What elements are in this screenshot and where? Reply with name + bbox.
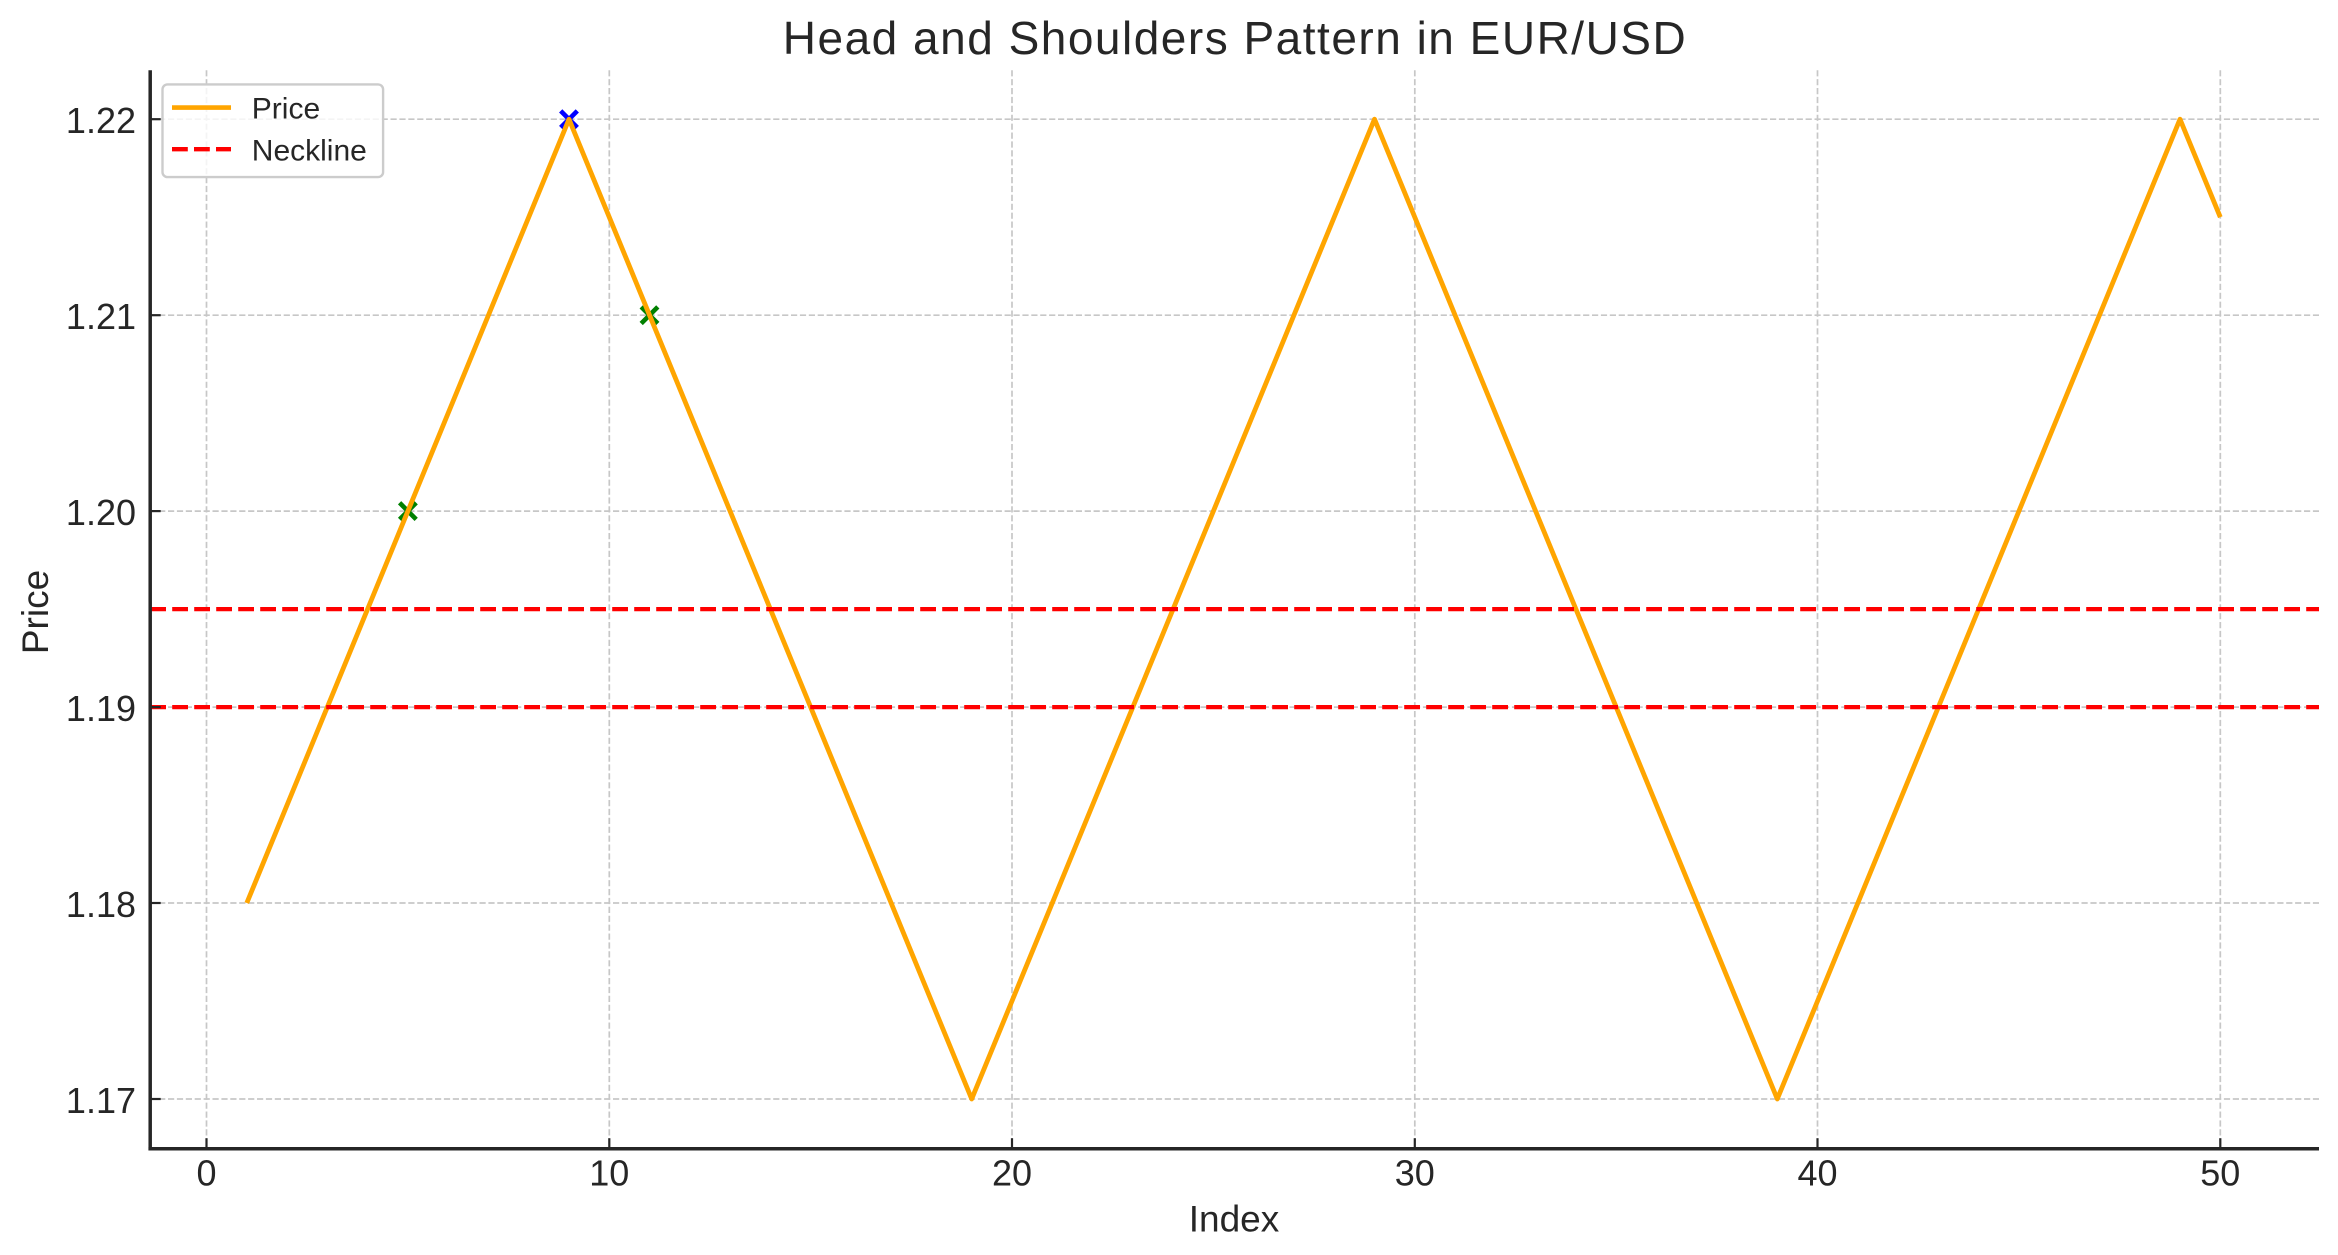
svg-text:20: 20 <box>992 1153 1032 1194</box>
svg-text:Head and Shoulders Pattern in: Head and Shoulders Pattern in EUR/USD <box>783 12 1687 64</box>
svg-text:1.18: 1.18 <box>66 884 136 925</box>
svg-text:30: 30 <box>1395 1153 1435 1194</box>
svg-text:10: 10 <box>589 1153 629 1194</box>
svg-text:Price: Price <box>252 93 320 126</box>
svg-text:1.17: 1.17 <box>66 1080 136 1121</box>
svg-text:1.19: 1.19 <box>66 688 136 729</box>
svg-text:1.21: 1.21 <box>66 296 136 337</box>
svg-text:40: 40 <box>1797 1153 1837 1194</box>
svg-text:Price: Price <box>15 570 56 654</box>
svg-text:1.20: 1.20 <box>66 492 136 533</box>
svg-text:50: 50 <box>2200 1153 2240 1194</box>
svg-text:Neckline: Neckline <box>252 135 367 168</box>
svg-text:0: 0 <box>196 1153 216 1194</box>
svg-text:1.22: 1.22 <box>66 100 136 141</box>
svg-text:Index: Index <box>1189 1198 1280 1239</box>
